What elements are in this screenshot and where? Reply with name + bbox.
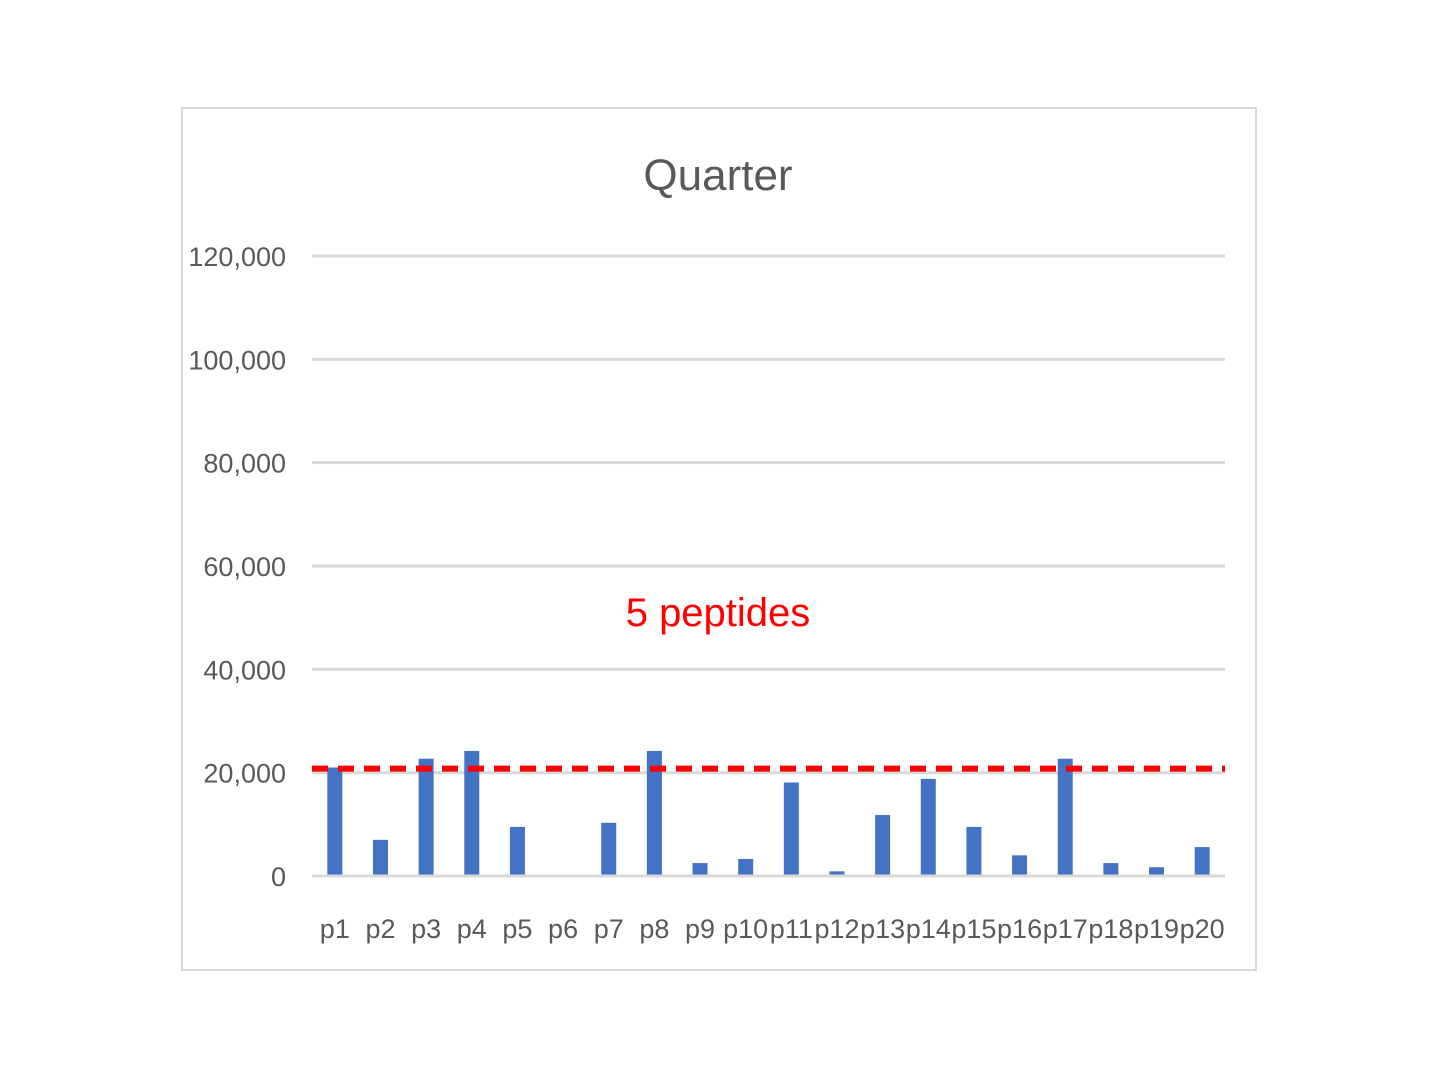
bar-p12 [829,871,845,876]
x-tick-label: p20 [1180,914,1225,944]
bar-p5 [509,826,525,876]
bar-p10 [738,858,754,876]
x-tick-label: p12 [814,914,859,944]
bar-p16 [1012,855,1028,876]
y-tick-label: 100,000 [188,345,286,375]
x-tick-label: p7 [594,914,624,944]
bar-p4 [464,750,480,876]
bar-p17 [1057,758,1073,876]
bar-p11 [783,782,799,876]
y-tick-label: 60,000 [203,552,286,582]
gridlines [312,254,1225,775]
x-tick-label: p18 [1088,914,1133,944]
chart-title: Quarter [643,151,792,200]
y-tick-label: 120,000 [188,242,286,272]
y-tick-label: 80,000 [203,449,286,479]
chart-frame [181,107,1257,971]
x-tick-label: p5 [502,914,532,944]
bar-p20 [1194,847,1210,876]
bar-p18 [1103,863,1119,876]
bars [327,750,1210,876]
y-axis-tick-labels: 0 20,000 40,000 60,000 80,000 100,000 120,000 [188,242,286,892]
x-tick-label: p11 [770,914,813,944]
x-tick-label: p4 [457,914,487,944]
bar-p3 [418,758,434,876]
x-tick-label: p13 [860,914,905,944]
bar-p9 [692,863,708,876]
bar-p1 [327,767,343,876]
x-tick-label: p1 [320,914,350,944]
x-tick-label: p14 [906,914,951,944]
y-tick-label: 40,000 [203,655,286,685]
x-tick-label: p17 [1043,914,1088,944]
annotation-label: 5 peptides [626,591,811,635]
bar-p7 [601,822,617,876]
bar-p19 [1149,867,1165,876]
x-axis: p1 p2 p3 p4 p5 p6 p7 p8 p9 p10 p11 p12 p13 p14 p15 p16 p… [312,874,1225,944]
x-tick-label: p3 [411,914,441,944]
bar-p14 [920,778,936,876]
x-tick-label: p10 [723,914,768,944]
x-tick-label: p15 [951,914,996,944]
x-tick-label: p8 [639,914,669,944]
x-tick-label: p19 [1134,914,1179,944]
bar-p8 [646,750,662,876]
bar-p2 [372,839,388,876]
bar-p15 [966,826,982,876]
x-tick-label: p2 [365,914,395,944]
x-tick-label: p9 [685,914,715,944]
bar-p13 [875,815,891,876]
x-tick-label: p16 [997,914,1042,944]
x-tick-label: p6 [548,914,578,944]
y-tick-label: 0 [271,862,286,892]
y-tick-label: 20,000 [203,759,286,789]
